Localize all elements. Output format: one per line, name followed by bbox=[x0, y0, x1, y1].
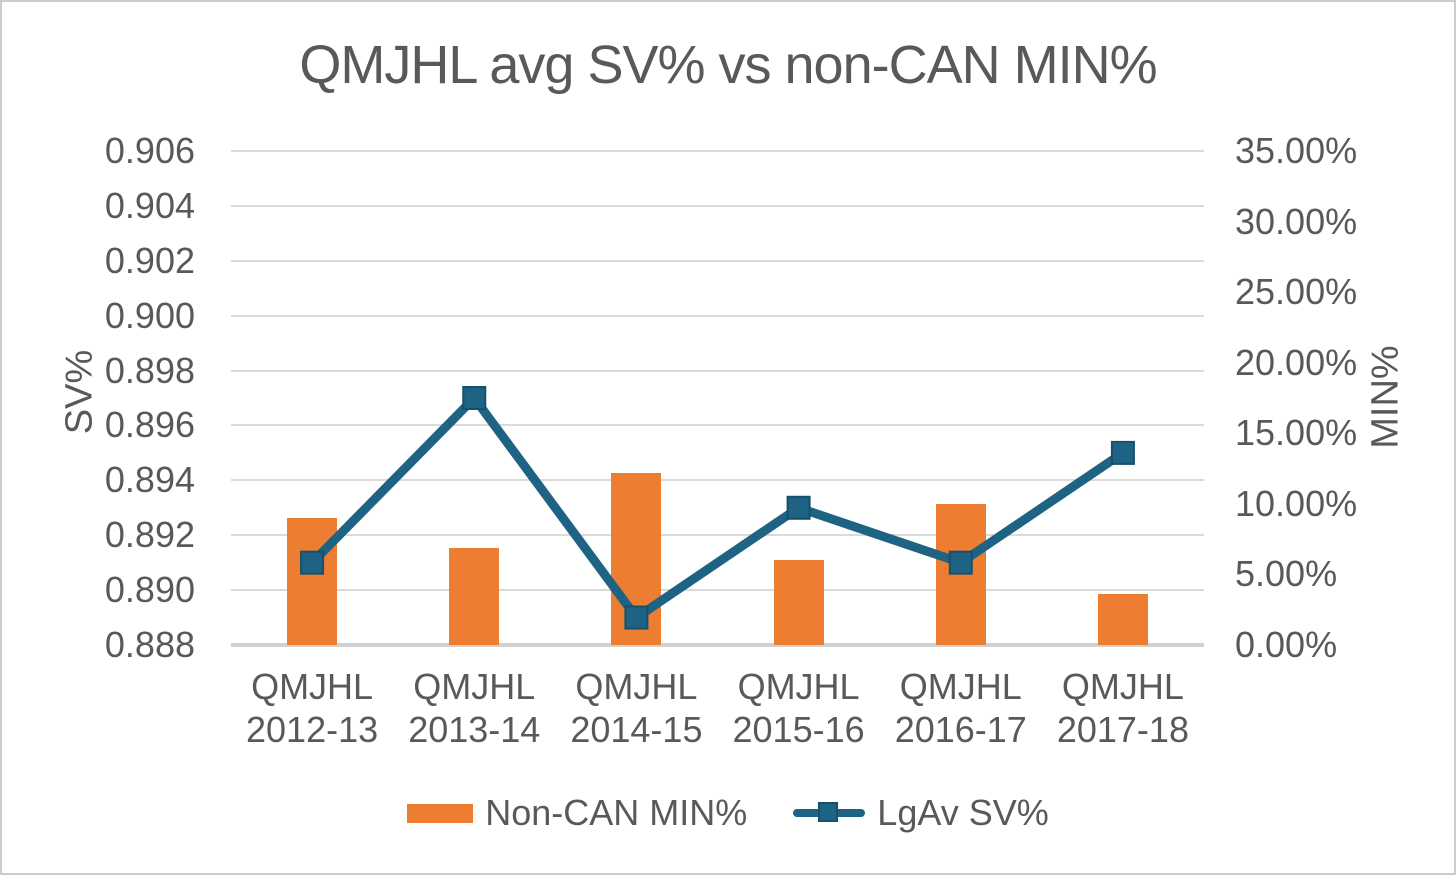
gridline bbox=[231, 259, 1204, 262]
line-marker-square bbox=[948, 550, 973, 575]
line-marker-square bbox=[462, 386, 487, 410]
right-axis-tick: 5.00% bbox=[1235, 553, 1338, 595]
right-axis-tick: 0.00% bbox=[1235, 624, 1338, 665]
legend-label-bar: Non-CAN MIN% bbox=[485, 792, 748, 833]
left-axis-tick: 0.900 bbox=[104, 294, 195, 336]
left-axis-tick: 0.894 bbox=[104, 459, 195, 501]
bar-qmjhl-2017-18 bbox=[1097, 594, 1148, 645]
right-axis-tick: 10.00% bbox=[1235, 482, 1358, 524]
plot-area bbox=[231, 150, 1204, 647]
x-axis-label: QMJHL 2017-18 bbox=[1056, 666, 1189, 751]
bar-qmjhl-2013-14 bbox=[449, 547, 500, 645]
legend-item-lgav-sv: LgAv SV% bbox=[793, 792, 1049, 833]
legend-item-non-can-min: Non-CAN MIN% bbox=[407, 795, 747, 831]
chart-title: QMJHL avg SV% vs non-CAN MIN% bbox=[299, 35, 1157, 95]
x-axis-label: QMJHL 2015-16 bbox=[732, 666, 865, 751]
right-axis-tick: 25.00% bbox=[1235, 271, 1358, 313]
gridline bbox=[231, 534, 1204, 537]
bar-qmjhl-2012-13 bbox=[287, 517, 338, 645]
left-axis-tick: 0.888 bbox=[104, 624, 195, 665]
bar-qmjhl-2015-16 bbox=[773, 560, 824, 645]
gridline bbox=[231, 479, 1204, 482]
left-axis-title: SV% bbox=[58, 349, 101, 435]
left-axis-tick: 0.896 bbox=[104, 404, 195, 446]
left-axis-tick: 0.906 bbox=[104, 130, 195, 171]
line-marker-square bbox=[300, 550, 325, 575]
left-axis-tick: 0.898 bbox=[104, 349, 195, 391]
right-axis-tick: 20.00% bbox=[1235, 341, 1358, 383]
legend-label-line: LgAv SV% bbox=[877, 792, 1049, 833]
left-axis-tick: 0.890 bbox=[104, 569, 195, 611]
gridline bbox=[231, 204, 1204, 207]
x-axis-label: QMJHL 2012-13 bbox=[246, 666, 379, 751]
gridline bbox=[231, 369, 1204, 372]
right-axis-title: MIN% bbox=[1364, 345, 1407, 449]
right-axis-tick: 35.00% bbox=[1235, 130, 1358, 171]
right-axis-tick: 15.00% bbox=[1235, 412, 1358, 454]
bar-swatch-icon bbox=[407, 803, 474, 823]
line-marker-square bbox=[786, 495, 811, 520]
line-marker-swatch-icon bbox=[793, 802, 866, 824]
line-marker-square bbox=[624, 605, 649, 630]
gridline bbox=[231, 589, 1204, 592]
gridline bbox=[231, 314, 1204, 317]
x-axis-line bbox=[231, 643, 1204, 647]
left-axis-tick: 0.892 bbox=[104, 514, 195, 556]
legend: Non-CAN MIN% LgAv SV% bbox=[2, 795, 1454, 831]
left-axis-tick: 0.904 bbox=[104, 184, 195, 226]
gridline bbox=[231, 424, 1204, 427]
right-axis-tick: 30.00% bbox=[1235, 200, 1358, 242]
x-axis-label: QMJHL 2014-15 bbox=[570, 666, 703, 751]
left-axis-tick: 0.902 bbox=[104, 239, 195, 281]
line-series bbox=[300, 386, 1135, 630]
gridline bbox=[231, 150, 1204, 152]
line-marker-square bbox=[1110, 440, 1135, 465]
x-axis-label: QMJHL 2016-17 bbox=[894, 666, 1027, 751]
x-axis-label: QMJHL 2013-14 bbox=[408, 666, 541, 751]
